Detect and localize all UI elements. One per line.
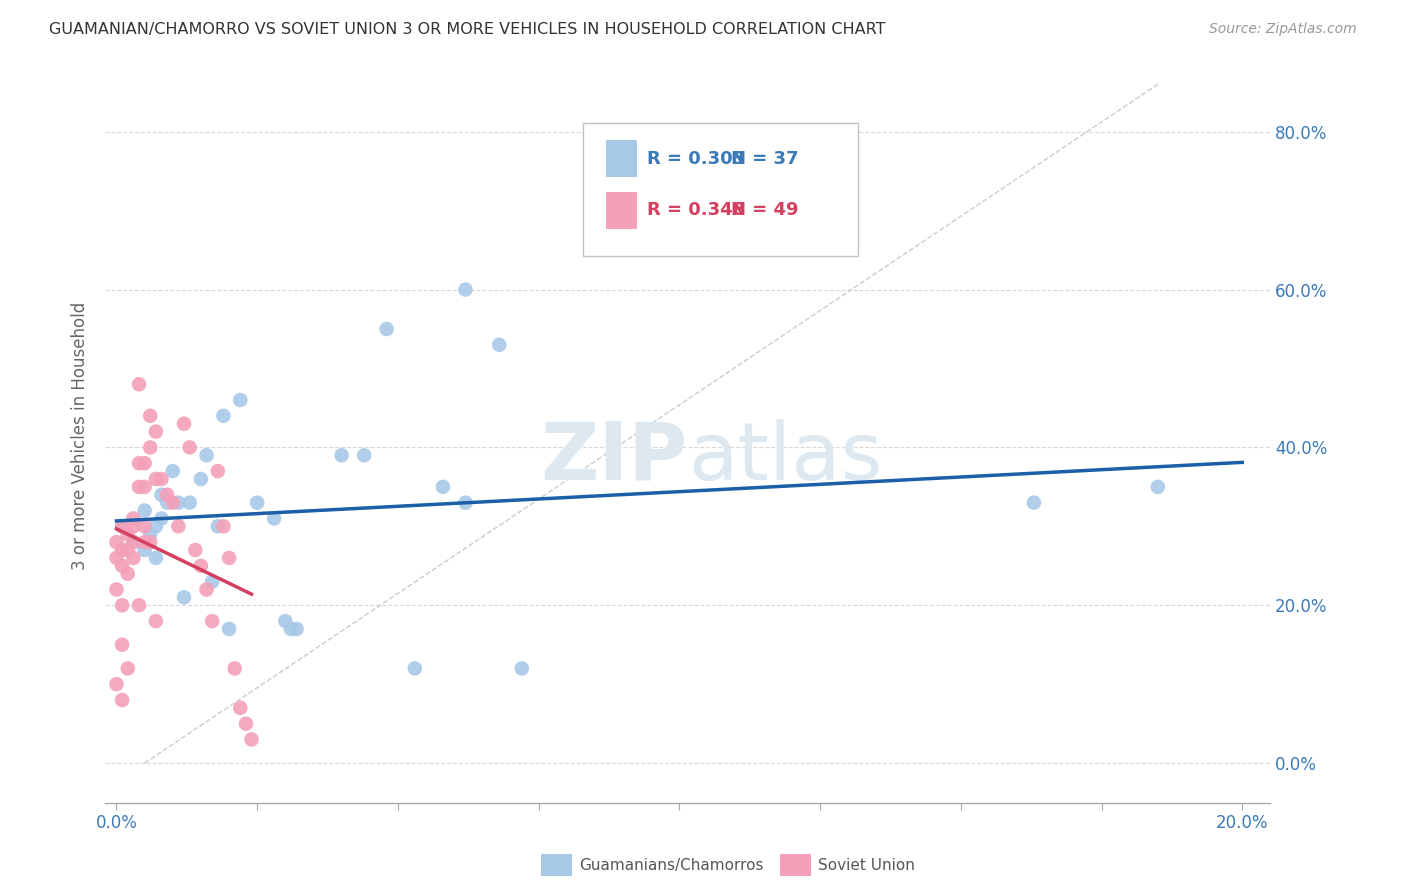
Point <box>246 496 269 510</box>
Point <box>145 425 167 439</box>
Point <box>488 338 510 352</box>
Point <box>122 519 145 533</box>
Point <box>139 535 162 549</box>
Point <box>224 661 246 675</box>
Point <box>184 543 207 558</box>
Point <box>145 519 167 533</box>
Point <box>510 661 533 675</box>
Point <box>207 519 229 533</box>
Point <box>212 519 235 533</box>
Point <box>1022 496 1045 510</box>
Point <box>128 377 150 392</box>
Point <box>195 582 218 597</box>
Point <box>134 535 156 549</box>
Point <box>111 519 134 533</box>
Point <box>111 693 134 707</box>
Point <box>229 701 252 715</box>
Point <box>207 464 229 478</box>
Point <box>105 550 128 565</box>
Point <box>105 677 128 691</box>
Point <box>128 456 150 470</box>
Text: GUAMANIAN/CHAMORRO VS SOVIET UNION 3 OR MORE VEHICLES IN HOUSEHOLD CORRELATION C: GUAMANIAN/CHAMORRO VS SOVIET UNION 3 OR … <box>49 22 886 37</box>
Point <box>150 488 173 502</box>
Point <box>105 535 128 549</box>
Point <box>156 496 179 510</box>
Point <box>122 550 145 565</box>
Point <box>190 558 212 573</box>
Point <box>280 622 302 636</box>
Point <box>201 574 224 589</box>
Point <box>173 591 195 605</box>
Point <box>330 448 353 462</box>
Point <box>218 550 240 565</box>
Point <box>111 519 134 533</box>
Point <box>150 472 173 486</box>
Point <box>150 511 173 525</box>
Point <box>229 392 252 407</box>
Point <box>111 543 134 558</box>
Text: N = 49: N = 49 <box>731 202 799 219</box>
Text: Guamanians/Chamorros: Guamanians/Chamorros <box>579 858 763 872</box>
Point <box>111 558 134 573</box>
Point <box>111 638 134 652</box>
Point <box>105 582 128 597</box>
Text: N = 37: N = 37 <box>731 150 799 168</box>
Point <box>212 409 235 423</box>
Text: atlas: atlas <box>688 418 882 497</box>
Point <box>173 417 195 431</box>
Point <box>167 519 190 533</box>
Point <box>274 614 297 628</box>
Point <box>145 550 167 565</box>
Text: Source: ZipAtlas.com: Source: ZipAtlas.com <box>1209 22 1357 37</box>
Point <box>353 448 375 462</box>
Point <box>190 472 212 486</box>
Point <box>117 527 139 541</box>
Point <box>117 543 139 558</box>
Point <box>179 496 201 510</box>
Point <box>117 661 139 675</box>
Point <box>128 599 150 613</box>
Point <box>179 441 201 455</box>
Point <box>240 732 263 747</box>
Point <box>122 535 145 549</box>
Point <box>134 503 156 517</box>
Text: R = 0.348: R = 0.348 <box>647 202 745 219</box>
Point <box>134 519 156 533</box>
Point <box>117 566 139 581</box>
Point <box>432 480 454 494</box>
Point <box>201 614 224 628</box>
Point <box>404 661 426 675</box>
Point <box>128 480 150 494</box>
Point <box>156 488 179 502</box>
Point <box>263 511 285 525</box>
Point <box>134 543 156 558</box>
Point <box>122 511 145 525</box>
Point <box>139 441 162 455</box>
Point <box>162 464 184 478</box>
Point <box>285 622 308 636</box>
Point <box>139 527 162 541</box>
Point <box>111 599 134 613</box>
Point <box>375 322 398 336</box>
Text: R = 0.303: R = 0.303 <box>647 150 745 168</box>
Point <box>235 716 257 731</box>
Point <box>1146 480 1168 494</box>
Point <box>195 448 218 462</box>
Point <box>145 472 167 486</box>
Point <box>454 283 477 297</box>
Point <box>218 622 240 636</box>
Text: ZIP: ZIP <box>540 418 688 497</box>
Text: Soviet Union: Soviet Union <box>818 858 915 872</box>
Point <box>145 614 167 628</box>
Point <box>134 456 156 470</box>
Point <box>162 496 184 510</box>
Point <box>134 480 156 494</box>
Point <box>139 409 162 423</box>
Point <box>167 496 190 510</box>
Point <box>454 496 477 510</box>
Point <box>122 535 145 549</box>
Y-axis label: 3 or more Vehicles in Household: 3 or more Vehicles in Household <box>72 301 89 570</box>
